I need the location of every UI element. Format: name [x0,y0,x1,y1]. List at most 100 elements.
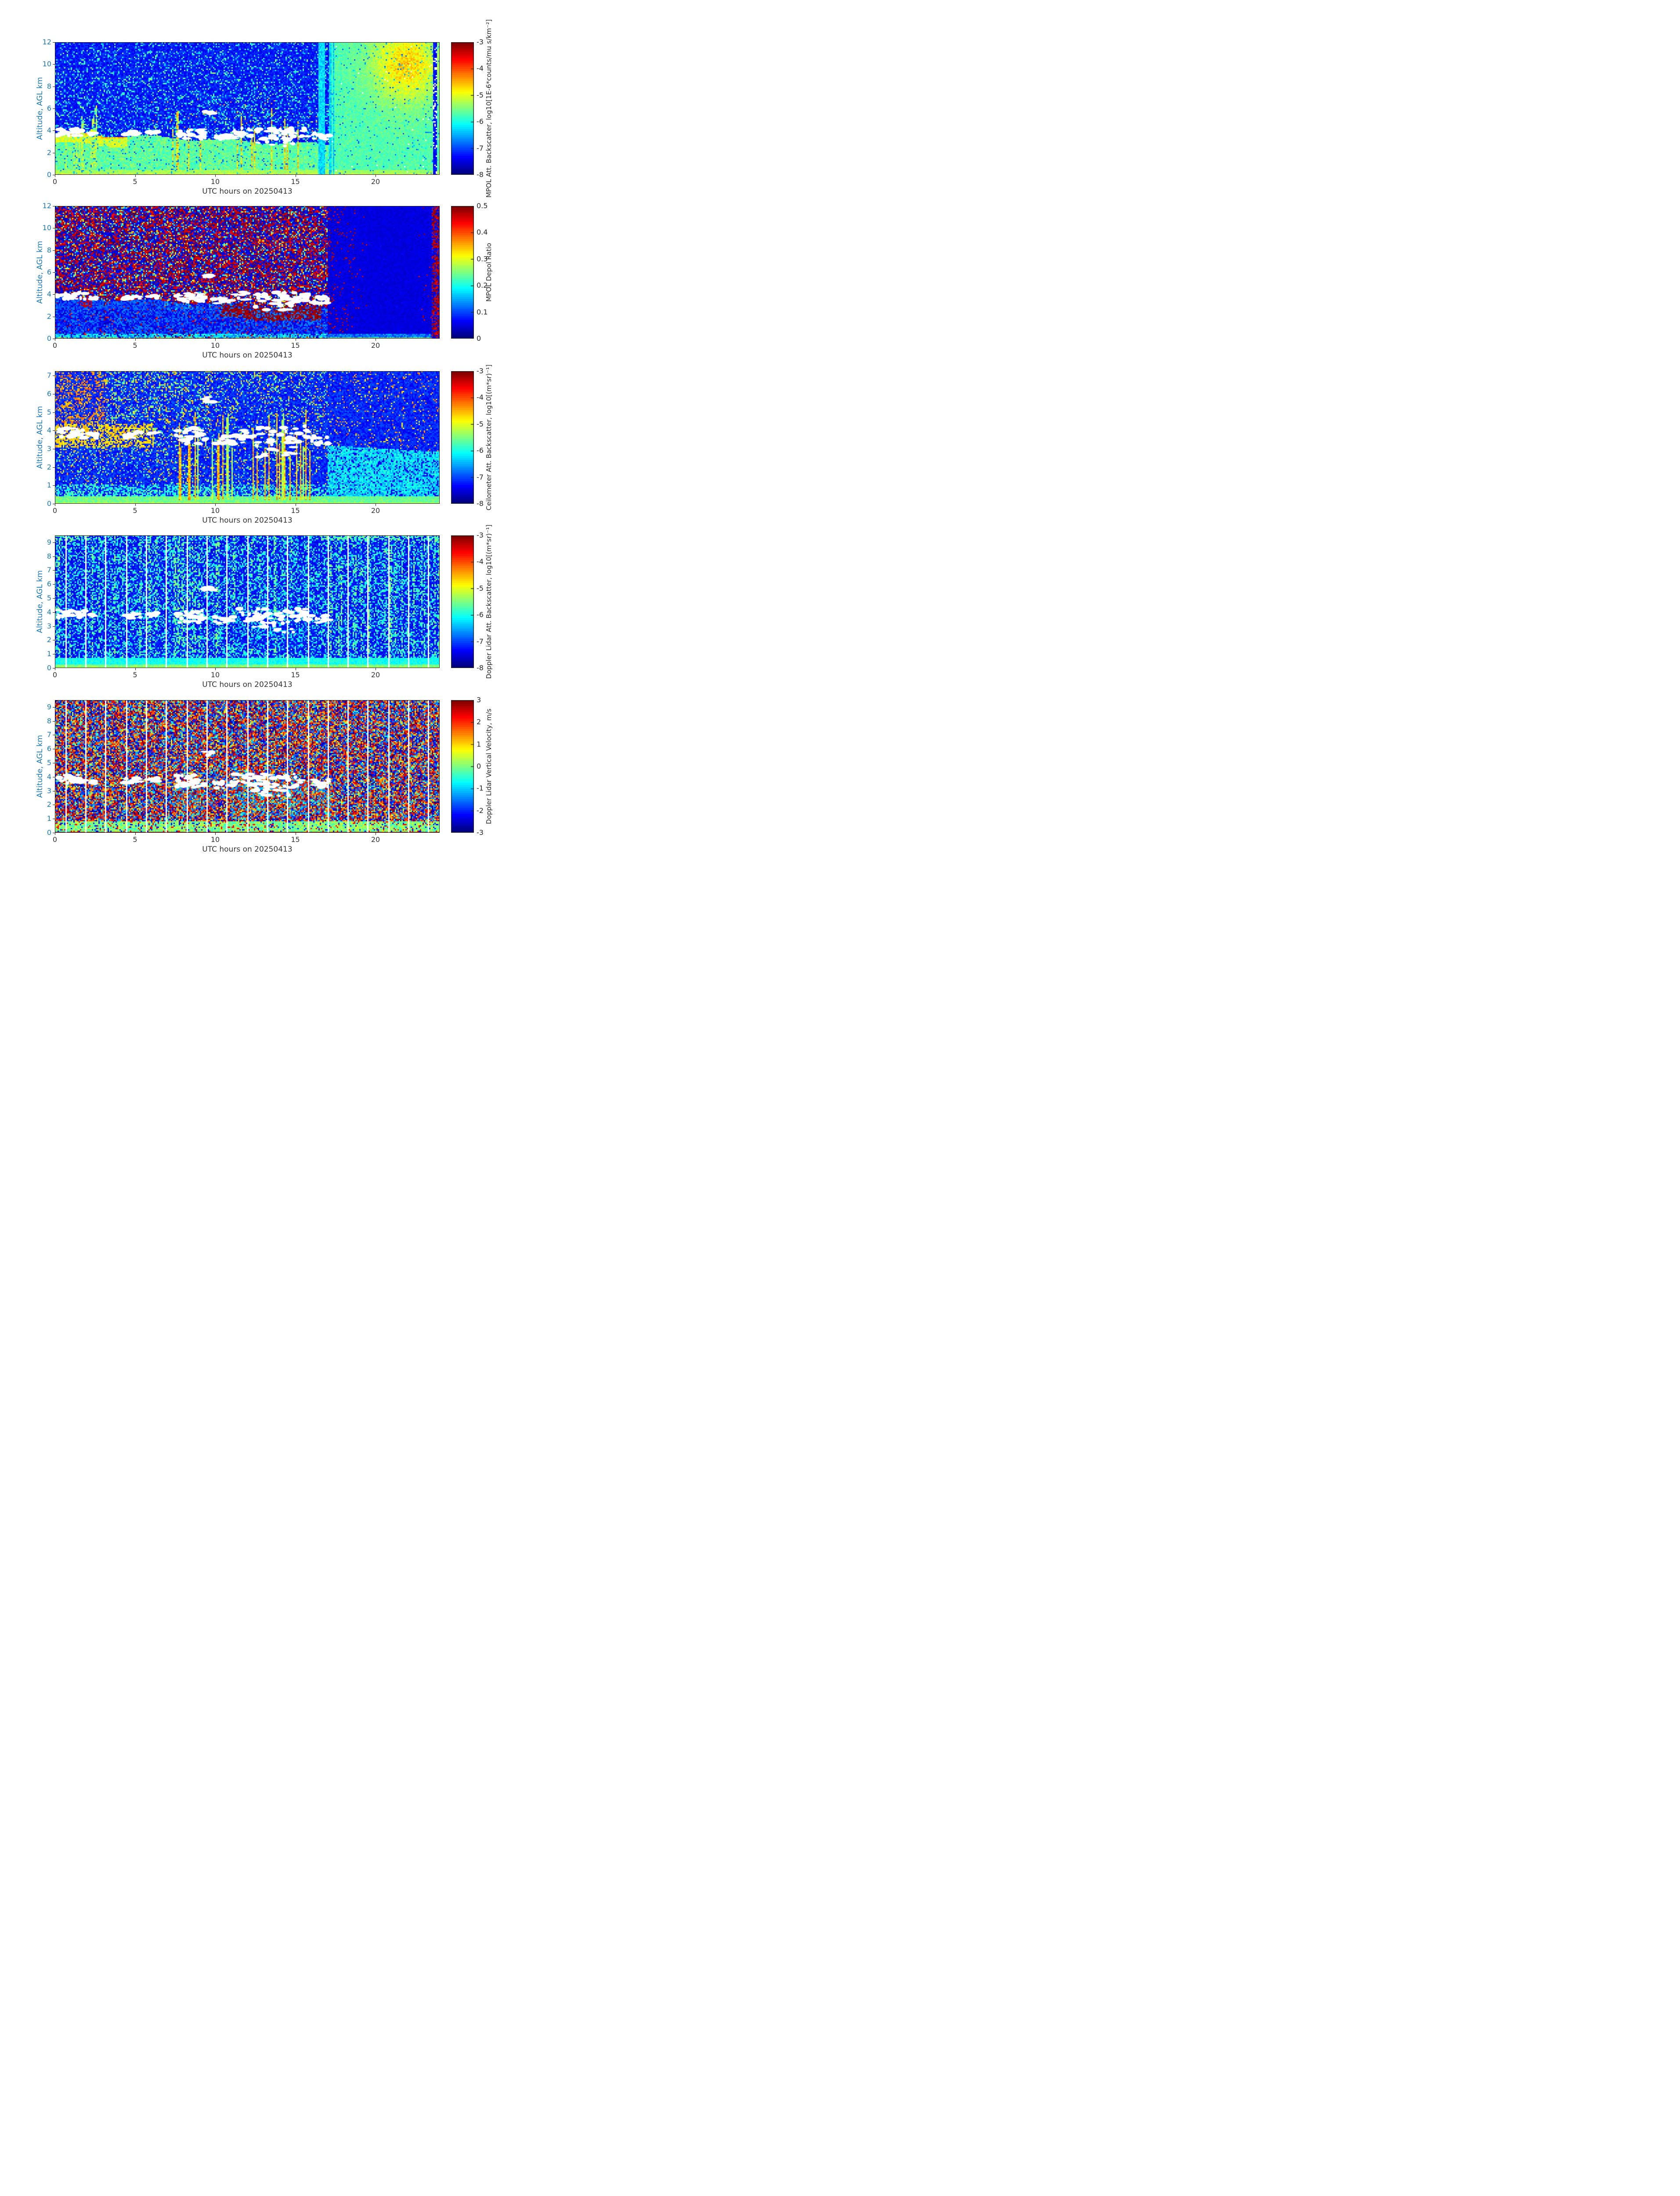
colorbar-tick-label: 3 [477,696,481,704]
x-tick-label: 10 [210,177,220,186]
colorbar-tick-label: -8 [477,664,484,672]
y-tick-label: 8 [47,552,51,560]
y-tick-label: 1 [47,650,51,658]
heatmap-canvas-mpol-backscatter [55,42,440,175]
colorbar-tick-label: 0.4 [477,228,488,237]
y-tick-mark [53,294,55,295]
y-tick-label: 3 [47,621,51,630]
y-tick-mark [53,108,55,109]
x-tick-mark [215,175,216,177]
y-tick-label: 12 [42,38,51,46]
panel-doppler-velocity: Altitude, AGL km UTC hours on 20250413 D… [0,696,560,854]
y-tick-mark [53,485,55,486]
x-tick-label: 20 [371,341,380,350]
colorbar-tick-label: -8 [477,499,484,508]
y-tick-label: 5 [47,408,51,416]
y-tick-label: 0 [47,664,51,672]
colorbar-tick-label: -6 [477,446,484,455]
colorbar-tick-label: -7 [477,144,484,152]
y-tick-mark [53,626,55,627]
y-tick-mark [53,272,55,273]
y-tick-mark [53,467,55,468]
y-tick-label: 12 [42,202,51,210]
y-tick-label: 2 [47,312,51,321]
y-tick-label: 5 [47,758,51,767]
colorbar-tick-label: -3 [477,367,484,375]
x-tick-mark [215,833,216,835]
x-axis-label: UTC hours on 20250413 [202,516,293,525]
colorbar-tick-label: 1 [477,740,481,748]
x-tick-label: 20 [371,671,380,679]
panel-mpol-depol-ratio: Altitude, AGL km UTC hours on 20250413 M… [0,202,560,360]
heatmap-canvas-ceilometer [55,371,440,504]
y-tick-label: 4 [47,426,51,435]
x-tick-label: 15 [291,835,300,844]
x-tick-label: 5 [133,671,137,679]
colorbar-tick-label: -5 [477,419,484,428]
x-tick-label: 15 [291,177,300,186]
y-tick-label: 9 [47,702,51,711]
x-tick-mark [215,504,216,506]
y-tick-mark [53,412,55,413]
colorbar-canvas-doppler-backscatter [451,535,474,668]
colorbar-tick-label: -8 [477,170,484,179]
x-axis-label: UTC hours on 20250413 [202,845,293,854]
x-tick-label: 0 [52,341,58,350]
colorbar-tick-label: 0.1 [477,307,488,316]
x-tick-mark [135,668,136,670]
x-tick-label: 10 [210,835,220,844]
colorbar-tick-label: -1 [477,784,484,793]
y-tick-label: 2 [47,636,51,644]
colorbar-tick-label: -3 [477,828,484,837]
y-tick-mark [53,570,55,571]
x-tick-label: 5 [133,506,137,515]
x-tick-label: 20 [371,835,380,844]
y-tick-label: 3 [47,786,51,795]
y-tick-mark [53,542,55,543]
x-tick-label: 10 [210,506,220,515]
y-tick-mark [53,612,55,613]
y-tick-label: 8 [47,716,51,725]
colorbar-tick-label: 0.5 [477,202,488,210]
panel-ceilometer-backscatter: Altitude, AGL km UTC hours on 20250413 C… [0,365,560,525]
y-tick-label: 6 [47,580,51,589]
heatmap-canvas-doppler-backscatter [55,535,440,668]
y-tick-label: 3 [47,444,51,453]
colorbar-label: Doppler Lidar Vertical Velocity, m/s [485,708,493,824]
colorbar-canvas-ceilometer [451,371,474,504]
y-tick-label: 4 [47,772,51,781]
colorbar-tick-label: 0.2 [477,281,488,290]
colorbar-canvas-doppler-velocity [451,700,474,833]
y-tick-label: 4 [47,126,51,135]
panel-mpol-backscatter: Altitude, AGL km UTC hours on 20250413 M… [0,19,560,198]
y-tick-label: 10 [42,224,51,232]
y-tick-label: 2 [47,462,51,471]
x-tick-label: 10 [210,671,220,679]
y-tick-mark [53,598,55,599]
x-tick-mark [135,175,136,177]
y-tick-label: 2 [47,148,51,157]
colorbar-tick-label: -7 [477,637,484,646]
colorbar-canvas-mpol-backscatter [451,42,474,175]
y-tick-label: 9 [47,538,51,546]
colorbar-tick-label: 0 [477,334,481,343]
y-tick-label: 7 [47,566,51,574]
y-tick-label: 0 [47,828,51,837]
x-tick-label: 0 [52,835,58,844]
x-tick-label: 0 [52,506,58,515]
colorbar-tick-label: -5 [477,584,484,592]
y-tick-label: 7 [47,371,51,380]
colorbar-tick-label: 0 [477,762,481,770]
colorbar-tick-label: -6 [477,610,484,619]
colorbar-tick-label: -3 [477,38,484,46]
colorbar-tick-label: -5 [477,90,484,99]
y-tick-mark [53,130,55,131]
colorbar-tick-label: -3 [477,531,484,539]
x-tick-mark [135,833,136,835]
x-tick-label: 5 [133,177,137,186]
y-tick-label: 6 [47,104,51,112]
y-tick-label: 0 [47,170,51,179]
x-tick-label: 0 [52,671,58,679]
y-tick-label: 6 [47,390,51,398]
colorbar-tick-label: -4 [477,393,484,402]
